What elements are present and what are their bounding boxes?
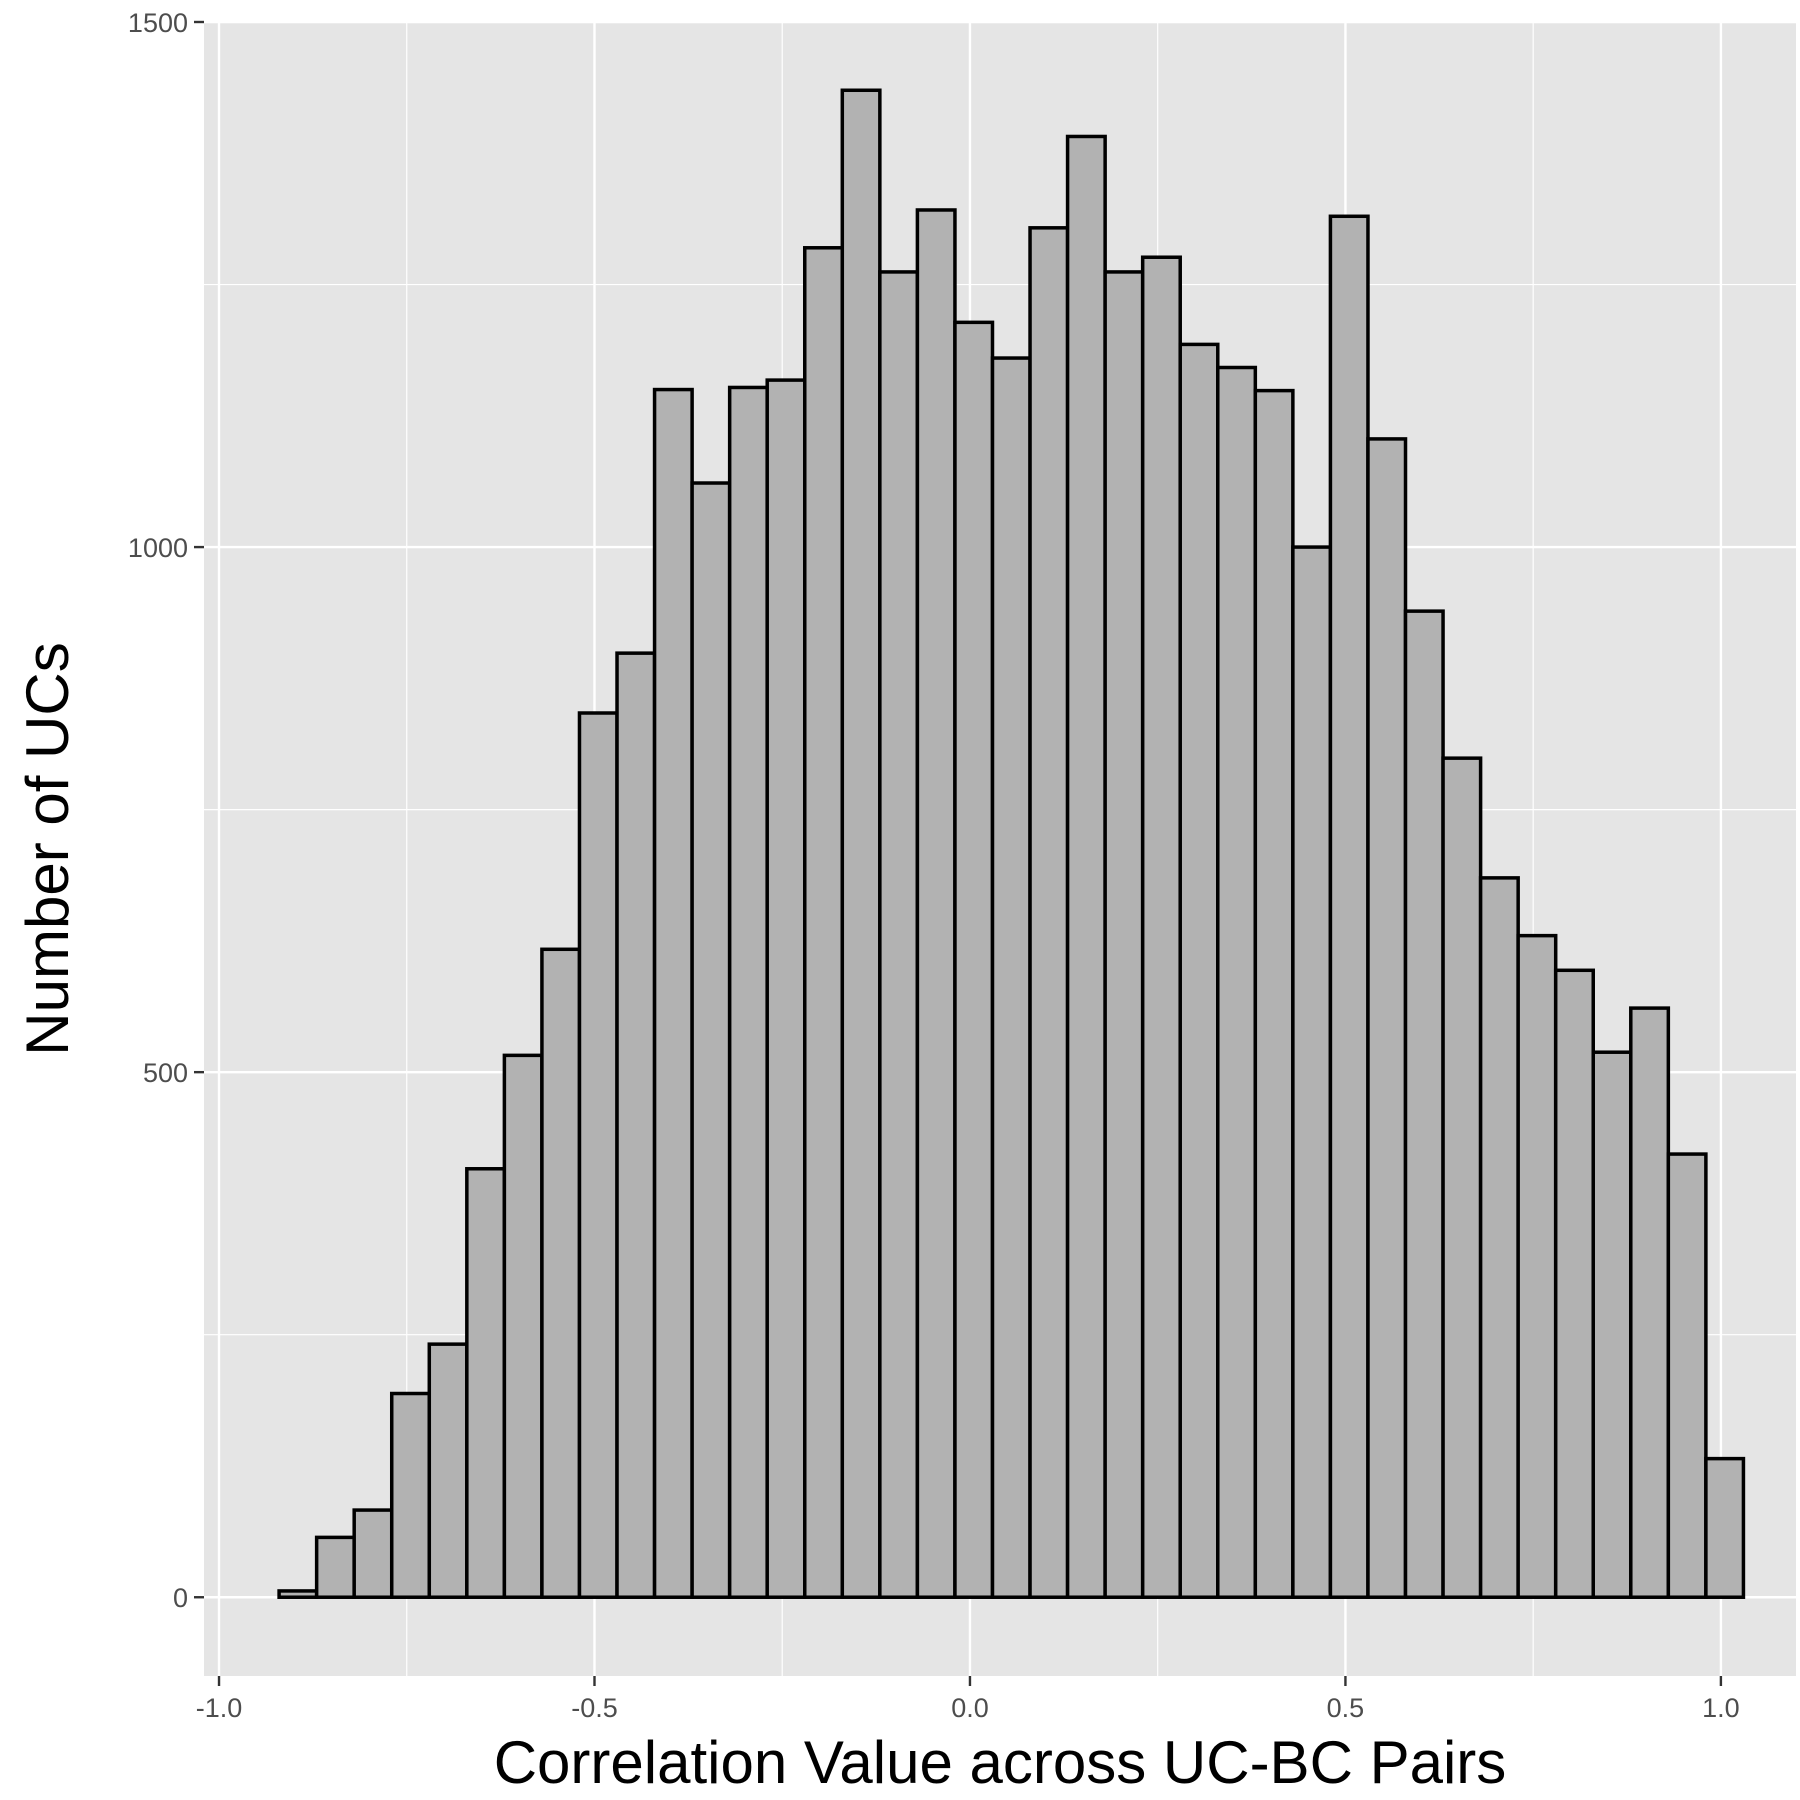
histogram-bar [652, 387, 694, 1599]
histogram-bar [465, 1167, 507, 1599]
histogram-bar [878, 270, 920, 1599]
histogram-bar [1328, 214, 1370, 1599]
histogram-bar [1140, 255, 1182, 1599]
histogram-bar [765, 378, 807, 1599]
histogram-bar [1441, 756, 1483, 1599]
histogram-bar [953, 320, 995, 1599]
histogram-bar [314, 1535, 356, 1599]
histogram-bar [1366, 437, 1408, 1599]
histogram-bar [352, 1508, 394, 1599]
histogram-bar [915, 208, 957, 1599]
x-tick-label: -0.5 [571, 1693, 618, 1723]
histogram-bar [803, 246, 845, 1599]
histogram-bar [389, 1391, 432, 1599]
x-axis-title: Correlation Value across UC-BC Pairs [494, 1729, 1507, 1796]
histogram-bar [1553, 968, 1595, 1599]
x-tick-label: 0.5 [1327, 1693, 1365, 1723]
histogram-bar [840, 88, 882, 1599]
histogram-bar [1103, 270, 1145, 1599]
histogram-bar [1178, 342, 1220, 1599]
histogram-bar [1028, 226, 1070, 1599]
histogram-bar [690, 481, 732, 1599]
y-tick-label: 500 [143, 1058, 188, 1088]
histogram-bar [615, 651, 657, 1599]
histogram-bar [990, 356, 1032, 1599]
y-tick-label: 1000 [128, 533, 188, 563]
histogram-bar [1516, 933, 1558, 1599]
histogram-bar [577, 711, 619, 1599]
histogram-bar [1704, 1456, 1746, 1599]
histogram-bar [1478, 876, 1520, 1599]
histogram-bar [1666, 1152, 1708, 1599]
histogram-bars [277, 88, 1746, 1599]
histogram-bar [502, 1053, 544, 1599]
x-tick-label: 0.0 [951, 1693, 989, 1723]
y-tick-label: 1500 [128, 8, 188, 38]
histogram-bar [427, 1342, 469, 1599]
histogram-bar [1591, 1050, 1633, 1599]
histogram-bar [1291, 545, 1333, 1599]
histogram-bar [1065, 134, 1107, 1599]
histogram-bar [1216, 365, 1258, 1599]
histogram-bar [1253, 388, 1295, 1599]
histogram-bar [540, 947, 582, 1599]
histogram-bar [1629, 1006, 1671, 1599]
axis-ticks: -1.0 -0.5 0.0 0.5 1.0 0 500 1000 1500 [128, 8, 1740, 1723]
y-axis-title: Number of UCs [14, 642, 81, 1055]
histogram-bar [1403, 609, 1445, 1599]
y-tick-label: 0 [173, 1583, 188, 1613]
x-tick-label: -1.0 [196, 1693, 243, 1723]
histogram-bar [727, 385, 769, 1599]
x-tick-label: 1.0 [1702, 1693, 1740, 1723]
histogram-bar [277, 1589, 319, 1599]
